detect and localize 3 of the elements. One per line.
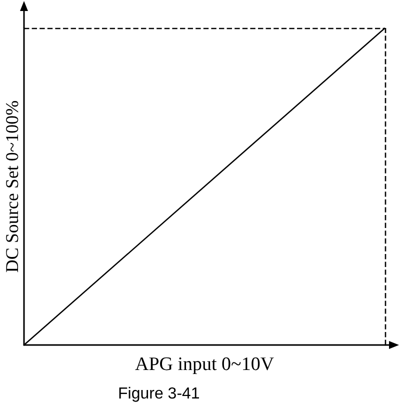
caption: Figure 3-41: [118, 386, 200, 402]
y-axis-title: DC Source Set 0~100%: [2, 100, 22, 273]
x-axis-title: APG input 0~10V: [134, 354, 274, 375]
